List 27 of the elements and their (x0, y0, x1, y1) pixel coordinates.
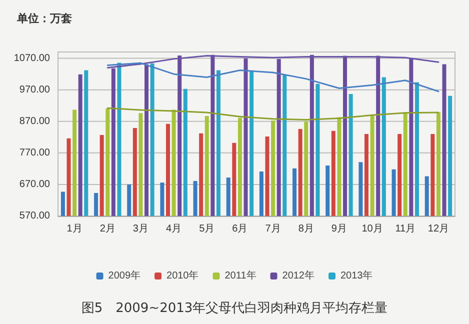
y-axis-title: 单位：万套 (16, 12, 72, 25)
x-tick-label: 2月 (100, 224, 116, 234)
y-tick-label: 770.00 (19, 147, 50, 158)
line-series (106, 107, 440, 121)
legend-label: 2013年 (340, 270, 373, 282)
y-tick-label: 1070.00 (14, 52, 50, 64)
legend-label: 2009年 (108, 270, 141, 282)
x-tick-label: 5月 (199, 224, 215, 234)
legend-label: 2012年 (282, 270, 314, 282)
legend-label: 2010年 (166, 270, 199, 282)
legend-label: 2011年 (224, 270, 256, 282)
x-tick-label: 11月 (395, 224, 416, 234)
y-tick-label: 570.00 (19, 210, 50, 222)
line-series (106, 62, 440, 92)
x-tick-label: 6月 (232, 224, 248, 234)
text: 图5 2009~2013年父母代白羽肉种鸡月平均存栏量 (81, 301, 388, 316)
x-tick-label: 7月 (265, 224, 281, 234)
y-tick-label: 670.00 (19, 178, 50, 190)
x-tick-label: 12月 (428, 224, 450, 234)
x-tick-label: 10月 (362, 224, 383, 234)
x-tick-label: 1月 (66, 224, 82, 234)
x-tick-label: 4月 (166, 224, 182, 234)
x-tick-label: 8月 (298, 224, 314, 234)
x-tick-label: 3月 (132, 224, 148, 234)
y-tick-label: 870.00 (19, 116, 50, 127)
y-tick-label: 970.00 (19, 84, 50, 96)
x-tick-label: 9月 (331, 224, 347, 234)
